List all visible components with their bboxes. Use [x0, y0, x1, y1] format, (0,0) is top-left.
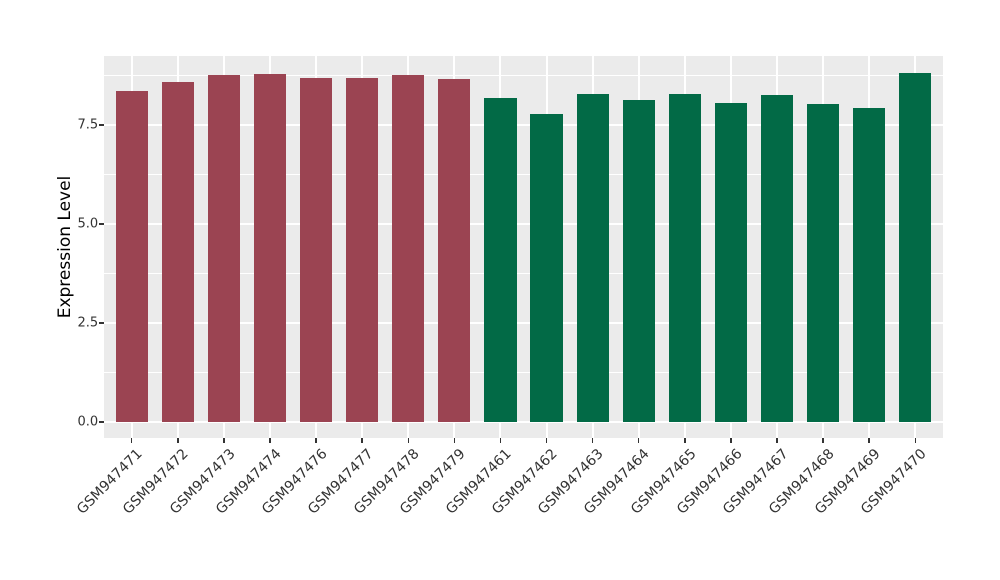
y-tick-label: 5.0 — [77, 216, 99, 232]
x-tick-mark — [868, 438, 870, 443]
gridline-horizontal-major — [104, 223, 943, 225]
x-tick-mark — [730, 438, 732, 443]
bar-GSM947473 — [207, 75, 240, 422]
bar-GSM947469 — [853, 107, 886, 422]
x-tick-mark — [453, 438, 456, 443]
x-tick-mark — [499, 438, 502, 443]
x-tick-mark — [591, 438, 594, 443]
y-tick-label: 7.5 — [77, 117, 99, 133]
bar-GSM947471 — [115, 90, 148, 422]
y-tick-label: 0.0 — [77, 414, 99, 430]
bar-GSM947467 — [760, 94, 794, 422]
bar-GSM947464 — [622, 100, 655, 422]
bar-GSM947472 — [161, 81, 194, 422]
gridline-horizontal-minor — [104, 372, 943, 373]
x-tick-mark — [361, 438, 363, 443]
bar-GSM947474 — [253, 73, 287, 422]
gridline-horizontal-major — [104, 421, 943, 423]
gridline-horizontal-minor — [104, 75, 943, 76]
gridline-horizontal-major — [104, 322, 943, 324]
bar-GSM947478 — [392, 75, 425, 422]
x-tick-mark — [684, 438, 686, 443]
gridline-horizontal-minor — [104, 174, 943, 175]
bar-GSM947465 — [668, 94, 701, 422]
bar-GSM947476 — [299, 78, 333, 422]
bar-GSM947470 — [899, 73, 932, 422]
x-tick-mark — [315, 438, 317, 443]
bar-GSM947462 — [530, 113, 563, 422]
bar-GSM947468 — [807, 104, 840, 422]
bar-GSM947466 — [714, 103, 748, 422]
y-tick-label: 2.5 — [77, 315, 99, 331]
x-tick-mark — [223, 438, 225, 443]
x-tick-mark — [914, 438, 917, 443]
y-axis-title: Expression Level — [55, 175, 75, 319]
gridline-horizontal-major — [104, 124, 943, 126]
bar-GSM947463 — [576, 94, 609, 422]
x-tick-mark — [130, 438, 133, 443]
gridline-horizontal-minor — [104, 273, 943, 274]
x-tick-mark — [776, 438, 778, 443]
y-tick-mark — [99, 421, 104, 423]
bar-GSM947461 — [484, 98, 517, 422]
x-tick-mark — [177, 438, 179, 443]
bar-GSM947477 — [346, 78, 379, 422]
bar-GSM947479 — [438, 79, 471, 422]
x-tick-mark — [822, 438, 824, 443]
x-tick-mark — [637, 438, 640, 443]
plot-panel — [104, 56, 943, 438]
y-tick-mark — [99, 124, 104, 126]
y-tick-mark — [99, 322, 104, 324]
x-tick-mark — [407, 438, 409, 443]
x-tick-mark — [269, 438, 271, 443]
x-tick-mark — [545, 438, 548, 443]
y-tick-mark — [99, 223, 104, 225]
